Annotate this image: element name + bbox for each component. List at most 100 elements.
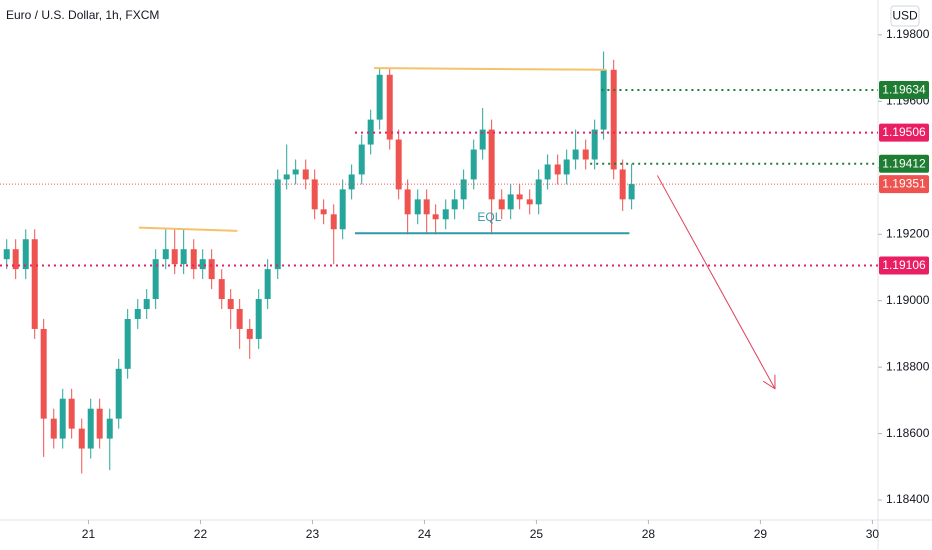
candle-body bbox=[143, 299, 150, 310]
price-label-box bbox=[879, 81, 929, 100]
candle-body bbox=[367, 119, 374, 145]
candle-body bbox=[31, 239, 38, 329]
candle-body bbox=[115, 368, 122, 419]
candle-body bbox=[264, 269, 271, 300]
x-tick-label: 24 bbox=[418, 527, 432, 541]
segment-label: EQL bbox=[477, 210, 501, 224]
candle-body bbox=[563, 159, 570, 175]
candle-body bbox=[376, 74, 383, 120]
candle-body bbox=[134, 309, 141, 319]
candle-body bbox=[87, 408, 94, 449]
currency-button[interactable] bbox=[890, 5, 920, 27]
candle-body bbox=[152, 259, 159, 300]
candle-body bbox=[96, 408, 103, 439]
candle-body bbox=[470, 149, 477, 180]
candle-body bbox=[348, 174, 355, 190]
candle-body bbox=[180, 249, 187, 265]
candle-body bbox=[339, 189, 346, 230]
candle-body bbox=[40, 328, 47, 419]
candle-body bbox=[106, 418, 113, 439]
candle-body bbox=[302, 169, 309, 180]
candle-body bbox=[283, 174, 290, 180]
candle-body bbox=[246, 328, 253, 339]
y-tick-label: 1.18800 bbox=[886, 359, 930, 373]
arrow-line bbox=[656, 175, 776, 389]
candle-body bbox=[236, 309, 243, 329]
x-tick-label: 28 bbox=[642, 527, 656, 541]
candle-body bbox=[610, 69, 617, 170]
candle-body bbox=[600, 69, 607, 130]
y-tick-label: 1.19800 bbox=[886, 27, 930, 41]
candle-body bbox=[619, 169, 626, 200]
candle-body bbox=[50, 418, 57, 439]
candle-body bbox=[386, 74, 393, 140]
price-label: 1.19634 bbox=[882, 83, 926, 97]
candle-body bbox=[59, 398, 66, 439]
price-label-box bbox=[879, 256, 929, 275]
candle-body bbox=[3, 249, 10, 260]
y-tick-label: 1.19000 bbox=[886, 293, 930, 307]
price-label: 1.19412 bbox=[882, 156, 926, 170]
candle-body bbox=[460, 179, 467, 200]
candle-body bbox=[432, 214, 439, 220]
candle-body bbox=[479, 129, 486, 150]
candle-body bbox=[255, 299, 262, 339]
x-tick-label: 21 bbox=[82, 527, 96, 541]
candle-body bbox=[498, 199, 505, 210]
candle-body bbox=[395, 139, 402, 190]
candle-body bbox=[488, 129, 495, 200]
candle-body bbox=[199, 259, 206, 270]
currency-label[interactable]: USD bbox=[892, 9, 918, 23]
candle-body bbox=[227, 299, 234, 310]
trend-line bbox=[138, 226, 238, 232]
candle-body bbox=[572, 149, 579, 160]
candle-body bbox=[507, 194, 514, 210]
candle-body bbox=[535, 179, 542, 205]
candle-body bbox=[451, 199, 458, 210]
x-tick-label: 25 bbox=[530, 527, 544, 541]
y-tick-label: 1.18400 bbox=[886, 492, 930, 506]
x-tick-label: 22 bbox=[194, 527, 208, 541]
price-label-box bbox=[879, 175, 929, 194]
arrow-head bbox=[762, 374, 776, 390]
chart-title: Euro / U.S. Dollar, 1h, FXCM bbox=[6, 8, 159, 22]
candle-body bbox=[554, 164, 561, 175]
candle-body bbox=[516, 194, 523, 200]
candle-body bbox=[190, 249, 197, 270]
candle-body bbox=[544, 164, 551, 180]
price-label: 1.19351 bbox=[882, 177, 926, 191]
price-label-box bbox=[879, 154, 929, 173]
candle-body bbox=[320, 209, 327, 215]
trend-line bbox=[374, 67, 606, 71]
candle-body bbox=[358, 144, 365, 175]
price-label: 1.19506 bbox=[882, 125, 926, 139]
candle-body bbox=[171, 249, 178, 265]
candle-body bbox=[330, 214, 337, 230]
candle-body bbox=[68, 398, 75, 429]
candle-body bbox=[442, 209, 449, 220]
candle-body bbox=[526, 199, 533, 205]
candle-body bbox=[162, 249, 169, 260]
candle-body bbox=[591, 129, 598, 160]
y-tick-label: 1.18600 bbox=[886, 426, 930, 440]
candle-body bbox=[414, 199, 421, 215]
price-label: 1.19106 bbox=[882, 258, 926, 272]
x-tick-label: 29 bbox=[754, 527, 768, 541]
candle-body bbox=[124, 318, 131, 369]
candle-body bbox=[12, 249, 19, 270]
candle-body bbox=[22, 239, 29, 270]
candle-body bbox=[423, 199, 430, 215]
candle-body bbox=[311, 179, 318, 210]
candle-body bbox=[78, 428, 85, 449]
y-tick-label: 1.19200 bbox=[886, 226, 930, 240]
x-tick-label: 23 bbox=[306, 527, 320, 541]
candle-body bbox=[628, 184, 635, 200]
candle-body bbox=[292, 169, 299, 175]
candle-body bbox=[404, 189, 411, 215]
candle-body bbox=[582, 149, 589, 160]
price-label-box bbox=[879, 123, 929, 142]
x-tick-label: 30 bbox=[866, 527, 880, 541]
candle-body bbox=[208, 259, 215, 280]
